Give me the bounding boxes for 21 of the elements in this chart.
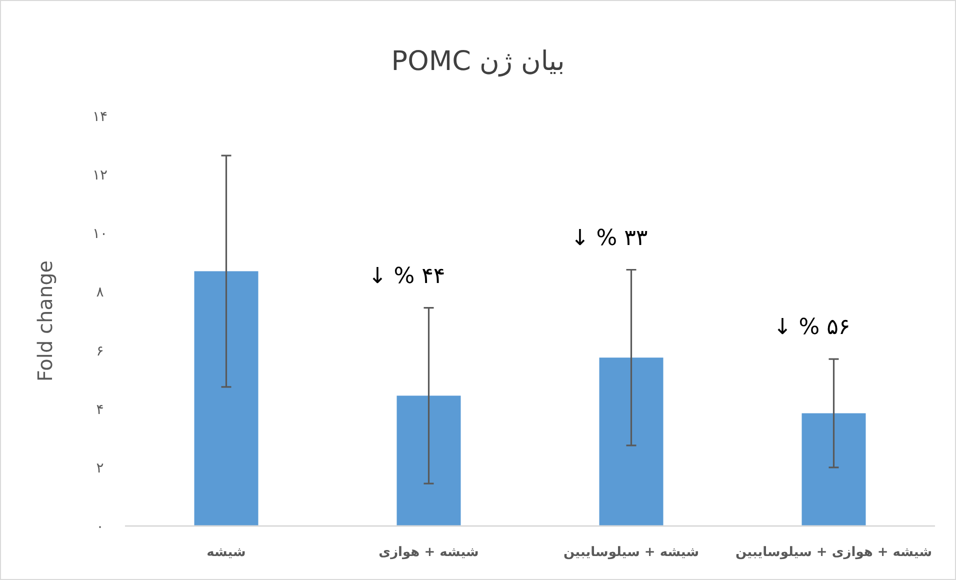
y-tick-label: ۱۰ [92, 226, 108, 242]
y-tick-label: ۴ [96, 402, 104, 418]
x-tick-label: شیشه + هوازی [378, 545, 479, 560]
bar [599, 358, 664, 526]
annotation: ↓ % ۵۶ [773, 315, 850, 340]
y-tick-label: ۸ [96, 284, 104, 301]
annotation: ↓ % ۴۴ [368, 264, 446, 289]
bar [194, 271, 258, 526]
y-tick-label: ۱۲ [92, 168, 108, 184]
y-tick-label: ۰ [96, 519, 104, 535]
bar [802, 413, 866, 526]
x-tick-label: شیشه + سیلوسایبین [563, 545, 700, 560]
x-tick-label: شیشه + هوازی + سیلوسایبین [735, 545, 932, 560]
bar [396, 396, 461, 526]
y-tick-label: ۲ [96, 460, 104, 476]
y-tick-label: ۶ [96, 343, 104, 360]
x-tick-label: شیشه [206, 545, 246, 560]
annotation: ↓ % ۳۳ [570, 226, 648, 251]
y-axis-title: Fold change [33, 260, 57, 382]
chart-title: بیان ژن POMC [391, 46, 565, 77]
y-tick-label: ۱۴ [92, 109, 108, 125]
